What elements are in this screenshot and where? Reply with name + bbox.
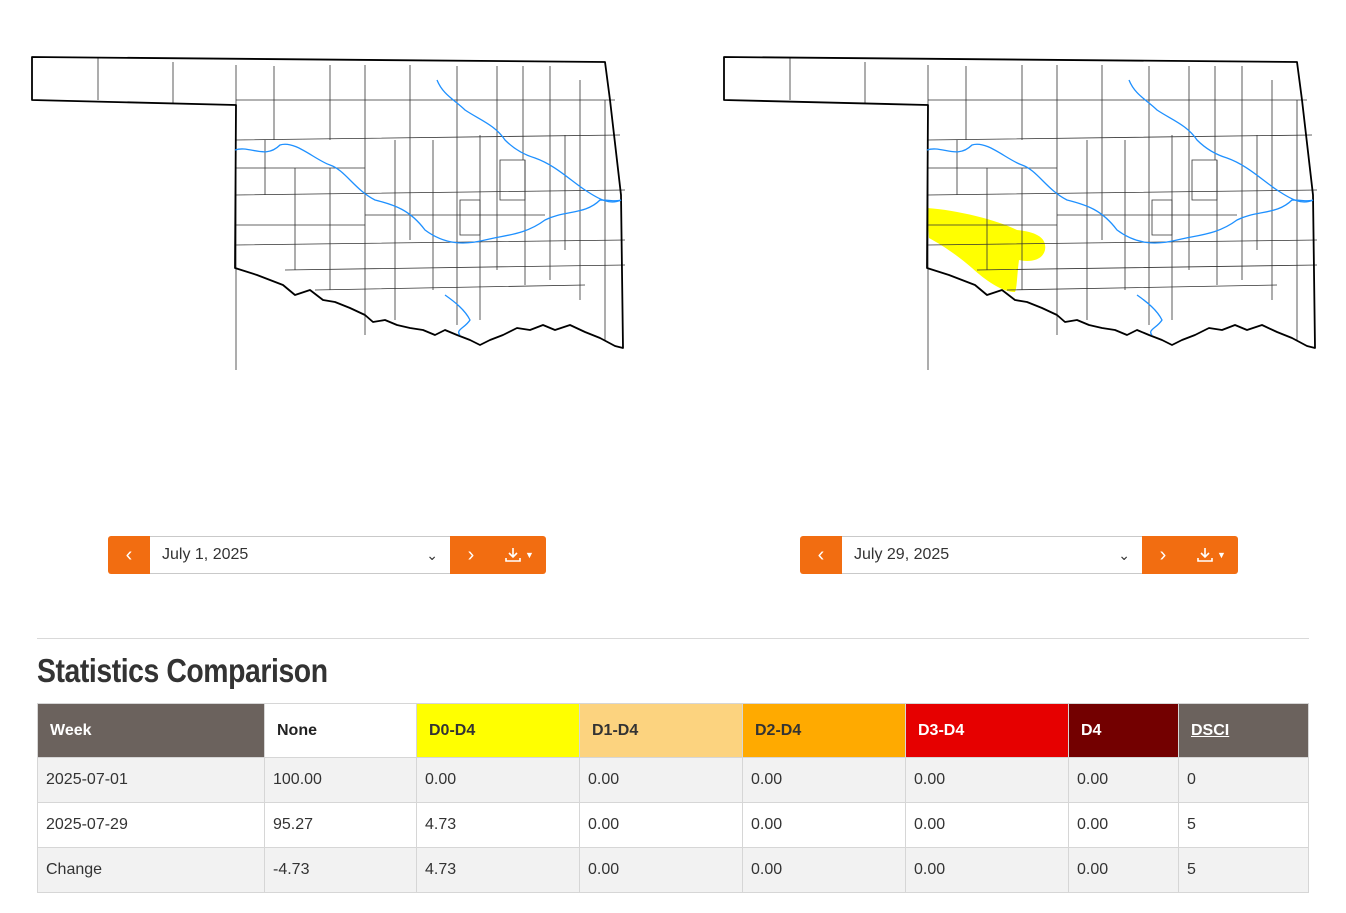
chevron-left-icon: ‹ (817, 543, 825, 566)
drought-map-july-1 (25, 40, 645, 370)
statistics-title: Statistics Comparison (37, 652, 328, 689)
download-button[interactable]: ▼ (492, 536, 546, 574)
county-lines (97, 58, 626, 370)
chevron-down-icon: ⌄ (1118, 546, 1130, 563)
cell-d4: 0.00 (1068, 847, 1179, 893)
cell-d0: 0.00 (416, 757, 580, 803)
header-d2-d4: D2-D4 (742, 703, 906, 758)
oklahoma-map-svg (31, 56, 626, 370)
cell-d2: 0.00 (742, 757, 906, 803)
section-divider (37, 638, 1309, 639)
header-d4: D4 (1068, 703, 1179, 758)
cell-d3: 0.00 (905, 802, 1069, 848)
cell-week: 2025-07-01 (37, 757, 265, 803)
cell-dsci: 5 (1178, 802, 1309, 848)
rivers (234, 79, 622, 336)
cell-d1: 0.00 (579, 802, 743, 848)
cell-week: Change (37, 847, 265, 893)
cell-d4: 0.00 (1068, 802, 1179, 848)
caret-down-icon: ▼ (525, 550, 534, 560)
drought-d0-area (927, 208, 1046, 292)
date-select[interactable]: July 29, 2025 ⌄ (842, 536, 1142, 574)
statistics-table: Week None D0-D4 D1-D4 D2-D4 D3-D4 D4 DSC… (37, 703, 1309, 893)
rivers (926, 79, 1314, 336)
cell-d1: 0.00 (579, 847, 743, 893)
cell-d0: 4.73 (416, 802, 580, 848)
county-lines (789, 58, 1318, 370)
cell-d3: 0.00 (905, 757, 1069, 803)
cell-week: 2025-07-29 (37, 802, 265, 848)
chevron-left-icon: ‹ (125, 543, 133, 566)
cell-dsci: 0 (1178, 757, 1309, 803)
chevron-down-icon: ⌄ (426, 546, 438, 563)
cell-d3: 0.00 (905, 847, 1069, 893)
date-control-left: ‹ July 1, 2025 ⌄ › ▼ (108, 536, 546, 574)
next-week-button[interactable]: › (450, 536, 492, 574)
date-select-value: July 1, 2025 (162, 546, 249, 563)
cell-none: 100.00 (264, 757, 417, 803)
table-header-row: Week None D0-D4 D1-D4 D2-D4 D3-D4 D4 DSC… (37, 703, 1309, 758)
prev-week-button[interactable]: ‹ (108, 536, 150, 574)
chevron-right-icon: › (1159, 543, 1167, 566)
drought-map-july-29 (717, 40, 1337, 370)
cell-d2: 0.00 (742, 847, 906, 893)
cell-d4: 0.00 (1068, 757, 1179, 803)
header-d3-d4: D3-D4 (905, 703, 1069, 758)
date-select-value: July 29, 2025 (854, 546, 950, 563)
cell-d2: 0.00 (742, 802, 906, 848)
cell-d1: 0.00 (579, 757, 743, 803)
cell-none: 95.27 (264, 802, 417, 848)
state-outline (723, 56, 1316, 349)
download-icon (505, 548, 521, 562)
cell-dsci: 5 (1178, 847, 1309, 893)
header-none: None (264, 703, 417, 758)
caret-down-icon: ▼ (1217, 550, 1226, 560)
cell-none: -4.73 (264, 847, 417, 893)
state-outline (31, 56, 624, 349)
next-week-button[interactable]: › (1142, 536, 1184, 574)
cell-d0: 4.73 (416, 847, 580, 893)
header-week: Week (37, 703, 265, 758)
header-dsci: DSCI (1178, 703, 1309, 758)
date-control-right: ‹ July 29, 2025 ⌄ › ▼ (800, 536, 1238, 574)
download-icon (1197, 548, 1213, 562)
header-d0-d4: D0-D4 (416, 703, 580, 758)
header-d1-d4: D1-D4 (579, 703, 743, 758)
table-row: 2025-07-29 95.27 4.73 0.00 0.00 0.00 0.0… (37, 802, 1309, 848)
dsci-link[interactable]: DSCI (1191, 721, 1230, 739)
table-row: Change -4.73 4.73 0.00 0.00 0.00 0.00 5 (37, 847, 1309, 893)
table-row: 2025-07-01 100.00 0.00 0.00 0.00 0.00 0.… (37, 757, 1309, 803)
download-button[interactable]: ▼ (1184, 536, 1238, 574)
date-select[interactable]: July 1, 2025 ⌄ (150, 536, 450, 574)
prev-week-button[interactable]: ‹ (800, 536, 842, 574)
oklahoma-map-svg (723, 56, 1318, 370)
chevron-right-icon: › (467, 543, 475, 566)
